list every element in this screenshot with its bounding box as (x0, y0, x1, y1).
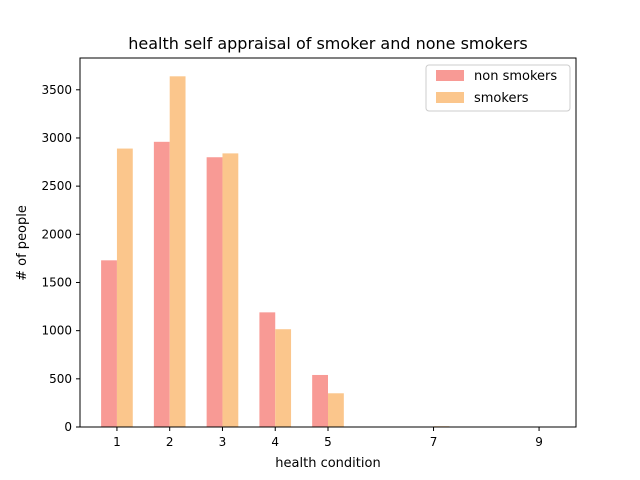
x-axis-label: health condition (275, 456, 380, 471)
y-tick-label-1500: 1500 (41, 275, 72, 289)
bar-non-smokers-4 (259, 312, 276, 427)
bar-smokers-4 (275, 329, 292, 427)
bar-non-smokers-1 (101, 260, 117, 427)
bar-non-smokers-3 (206, 157, 223, 427)
x-tick-label-9: 9 (535, 435, 543, 449)
y-axis-ticks: 0 500 1000 1500 2000 2500 3000 3500 (41, 83, 80, 434)
x-tick-label-7: 7 (430, 435, 438, 449)
x-tick-label-2: 2 (166, 435, 174, 449)
y-tick-label-3500: 3500 (41, 83, 72, 97)
y-tick-label-2500: 2500 (41, 179, 72, 193)
bar-non-smokers-2 (153, 141, 170, 428)
x-axis-ticks: 1 2 3 4 5 7 9 (113, 427, 543, 449)
bar-smokers-5 (328, 393, 344, 427)
x-tick-label-5: 5 (324, 435, 332, 449)
x-tick-label-4: 4 (271, 435, 279, 449)
y-tick-label-500: 500 (49, 372, 72, 386)
bar-smokers-2 (169, 76, 186, 427)
legend-label-smokers: smokers (474, 91, 529, 106)
y-tick-label-1000: 1000 (41, 324, 72, 338)
y-tick-label-3000: 3000 (41, 131, 72, 145)
x-tick-label-3: 3 (219, 435, 227, 449)
y-axis-label: # of people (15, 205, 30, 281)
y-tick-label-0: 0 (64, 420, 72, 434)
y-tick-label-2000: 2000 (41, 227, 72, 241)
bar-smokers-1 (116, 148, 133, 427)
legend-swatch-smokers (436, 92, 464, 103)
legend-label-non-smokers: non smokers (474, 69, 557, 84)
legend-swatch-non-smokers (436, 70, 464, 81)
legend: non smokers smokers (425, 64, 571, 112)
chart-title: health self appraisal of smoker and none… (128, 34, 527, 53)
x-tick-label-1: 1 (113, 435, 121, 449)
bars-group (101, 76, 450, 428)
bar-non-smokers-5 (312, 374, 328, 427)
bar-smokers-3 (222, 153, 239, 427)
